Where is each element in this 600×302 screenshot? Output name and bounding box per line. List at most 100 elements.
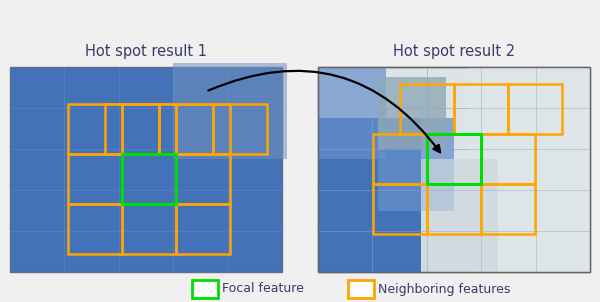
Bar xyxy=(10,149,64,190)
Bar xyxy=(119,67,173,108)
Bar xyxy=(105,104,159,154)
Bar xyxy=(227,67,282,108)
Bar xyxy=(373,108,427,149)
Bar xyxy=(227,231,282,272)
Bar xyxy=(122,154,176,204)
Bar xyxy=(318,231,373,272)
Bar xyxy=(373,134,427,184)
Bar xyxy=(378,77,446,149)
Bar xyxy=(348,280,374,298)
Bar xyxy=(176,154,230,204)
Bar xyxy=(227,149,282,190)
Bar xyxy=(373,67,427,108)
Bar xyxy=(508,84,562,134)
Bar xyxy=(318,149,373,190)
Bar xyxy=(481,231,536,272)
Bar xyxy=(427,149,481,190)
Bar xyxy=(536,190,590,231)
Bar xyxy=(64,108,119,149)
Bar xyxy=(10,67,282,272)
Bar xyxy=(373,231,427,272)
Bar xyxy=(64,67,119,108)
Bar xyxy=(213,104,267,154)
Bar xyxy=(427,67,481,108)
Bar xyxy=(481,190,536,231)
Bar xyxy=(536,108,590,149)
Bar xyxy=(481,108,536,149)
Bar xyxy=(454,84,508,134)
Bar xyxy=(64,190,119,231)
Bar xyxy=(64,231,119,272)
Bar xyxy=(536,149,590,190)
Bar xyxy=(373,67,427,108)
Bar xyxy=(373,231,427,272)
Bar xyxy=(173,63,287,159)
Bar xyxy=(318,67,373,108)
Bar xyxy=(173,67,227,108)
Bar xyxy=(173,231,227,272)
Bar xyxy=(119,190,173,231)
Text: Hot spot result 1: Hot spot result 1 xyxy=(85,44,207,59)
Bar xyxy=(536,149,590,190)
Bar xyxy=(481,108,536,149)
Bar xyxy=(318,190,373,231)
Bar xyxy=(373,190,427,231)
Bar xyxy=(427,190,481,231)
Bar xyxy=(427,231,481,272)
Bar xyxy=(176,204,230,254)
Bar xyxy=(467,67,590,272)
Bar xyxy=(119,149,173,190)
Bar xyxy=(427,134,481,184)
Bar xyxy=(481,184,535,234)
Bar xyxy=(481,149,536,190)
Bar xyxy=(318,190,373,231)
Bar xyxy=(318,108,373,149)
Bar xyxy=(536,108,590,149)
Bar xyxy=(536,190,590,231)
Bar xyxy=(536,231,590,272)
Bar xyxy=(481,149,536,190)
Bar xyxy=(421,159,497,272)
Bar xyxy=(427,149,481,190)
Bar xyxy=(159,104,213,154)
Bar xyxy=(536,67,590,108)
Bar xyxy=(427,67,481,108)
Bar xyxy=(373,184,427,234)
Bar xyxy=(427,108,481,149)
Bar xyxy=(68,104,122,154)
Bar xyxy=(318,108,373,149)
Bar xyxy=(192,280,218,298)
Text: Focal feature: Focal feature xyxy=(222,282,304,295)
Bar xyxy=(173,149,227,190)
Bar xyxy=(318,67,590,272)
Bar xyxy=(318,149,373,190)
Bar xyxy=(122,104,176,154)
Bar xyxy=(227,190,282,231)
Bar xyxy=(173,108,227,149)
Bar xyxy=(10,231,64,272)
Bar xyxy=(481,231,536,272)
Bar xyxy=(318,231,373,272)
Bar xyxy=(318,67,386,159)
Bar xyxy=(481,190,536,231)
Bar xyxy=(373,149,427,190)
Bar xyxy=(64,149,119,190)
Bar xyxy=(68,204,122,254)
Bar xyxy=(173,190,227,231)
Bar xyxy=(427,231,481,272)
Bar xyxy=(427,108,481,149)
Bar xyxy=(373,149,427,190)
Bar xyxy=(373,190,427,231)
Bar xyxy=(10,67,64,108)
Bar xyxy=(427,184,481,234)
Bar xyxy=(227,108,282,149)
Bar xyxy=(318,118,421,272)
Bar xyxy=(10,190,64,231)
Bar xyxy=(318,67,590,272)
Bar xyxy=(119,108,173,149)
Bar xyxy=(536,231,590,272)
Bar xyxy=(481,67,536,108)
Bar xyxy=(427,134,481,184)
Bar xyxy=(427,190,481,231)
Bar xyxy=(481,67,536,108)
